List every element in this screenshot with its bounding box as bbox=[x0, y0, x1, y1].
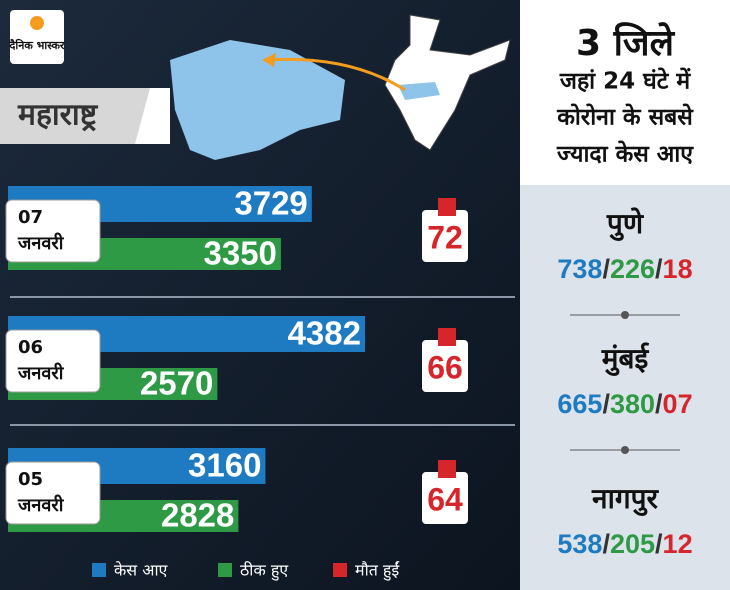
panel-bg bbox=[520, 185, 730, 590]
region-accent bbox=[135, 88, 170, 144]
bar-value: 3160 bbox=[188, 447, 261, 484]
category-label: 07 जनवरी bbox=[17, 207, 65, 254]
district-number: 538 bbox=[557, 529, 602, 559]
death-marker bbox=[438, 328, 456, 346]
death-marker bbox=[438, 460, 456, 478]
separator: / bbox=[655, 254, 663, 284]
legend-label: मौत हुईं bbox=[355, 561, 400, 582]
panel-subtitle: ज्यादा केस आए bbox=[556, 140, 694, 168]
district-number: 738 bbox=[557, 254, 602, 284]
legend-label: ठीक हुए bbox=[240, 561, 289, 582]
legend-swatch bbox=[218, 563, 232, 577]
district-number: 18 bbox=[663, 254, 693, 284]
separator: / bbox=[655, 529, 663, 559]
panel-subtitle: कोरोना के सबसे bbox=[556, 103, 694, 131]
category-box bbox=[5, 461, 101, 525]
panel-title: 3 जिले bbox=[576, 22, 676, 64]
bar-value: 2570 bbox=[140, 365, 213, 402]
region-label: महाराष्ट्र bbox=[17, 98, 99, 133]
death-box bbox=[422, 340, 468, 392]
panel-header-bg bbox=[520, 0, 730, 185]
category-box bbox=[5, 199, 101, 263]
logo-bg bbox=[10, 10, 64, 64]
category-box bbox=[5, 329, 101, 393]
panel-divider-dot bbox=[621, 446, 629, 454]
bar-value: 3350 bbox=[204, 235, 277, 272]
separator: / bbox=[602, 389, 610, 419]
logo-sun bbox=[30, 16, 44, 30]
district-number: 665 bbox=[557, 389, 602, 419]
country-map-state bbox=[398, 82, 440, 100]
separator: / bbox=[655, 389, 663, 419]
country-map bbox=[384, 14, 511, 151]
district-number: 380 bbox=[610, 389, 655, 419]
death-box bbox=[422, 210, 468, 262]
arrow bbox=[267, 57, 406, 92]
separator: / bbox=[602, 254, 610, 284]
bar-value: 3729 bbox=[234, 185, 307, 222]
district-number: 226 bbox=[610, 254, 655, 284]
death-value: 66 bbox=[427, 349, 463, 385]
district-numbers: 738/226/18 bbox=[557, 254, 692, 284]
panel-subtitle: जहां 24 घंटे में bbox=[559, 67, 691, 95]
death-value: 64 bbox=[427, 481, 463, 517]
legend-swatch bbox=[333, 563, 347, 577]
category-label: 06 जनवरी bbox=[17, 337, 65, 384]
district-numbers: 665/380/07 bbox=[557, 389, 692, 419]
district-name: मुंबई bbox=[601, 342, 650, 376]
district-name: पुणे bbox=[606, 207, 645, 241]
panel-divider-dot bbox=[621, 311, 629, 319]
death-marker bbox=[438, 198, 456, 216]
legend-swatch bbox=[92, 563, 106, 577]
category-label: 05 जनवरी bbox=[17, 469, 65, 516]
separator: / bbox=[602, 529, 610, 559]
arrow-head bbox=[262, 53, 276, 67]
bar-value: 4382 bbox=[288, 315, 361, 352]
state-map bbox=[170, 40, 345, 160]
legend-label: केस आए bbox=[114, 561, 169, 580]
logo-text: दैनिक भास्कर bbox=[9, 38, 65, 52]
district-number: 07 bbox=[663, 389, 693, 419]
bar-value: 2828 bbox=[161, 497, 234, 534]
district-name: नागपुर bbox=[591, 482, 659, 516]
district-number: 205 bbox=[610, 529, 655, 559]
district-numbers: 538/205/12 bbox=[557, 529, 692, 559]
death-box bbox=[422, 472, 468, 524]
district-number: 12 bbox=[663, 529, 693, 559]
death-value: 72 bbox=[427, 219, 463, 255]
